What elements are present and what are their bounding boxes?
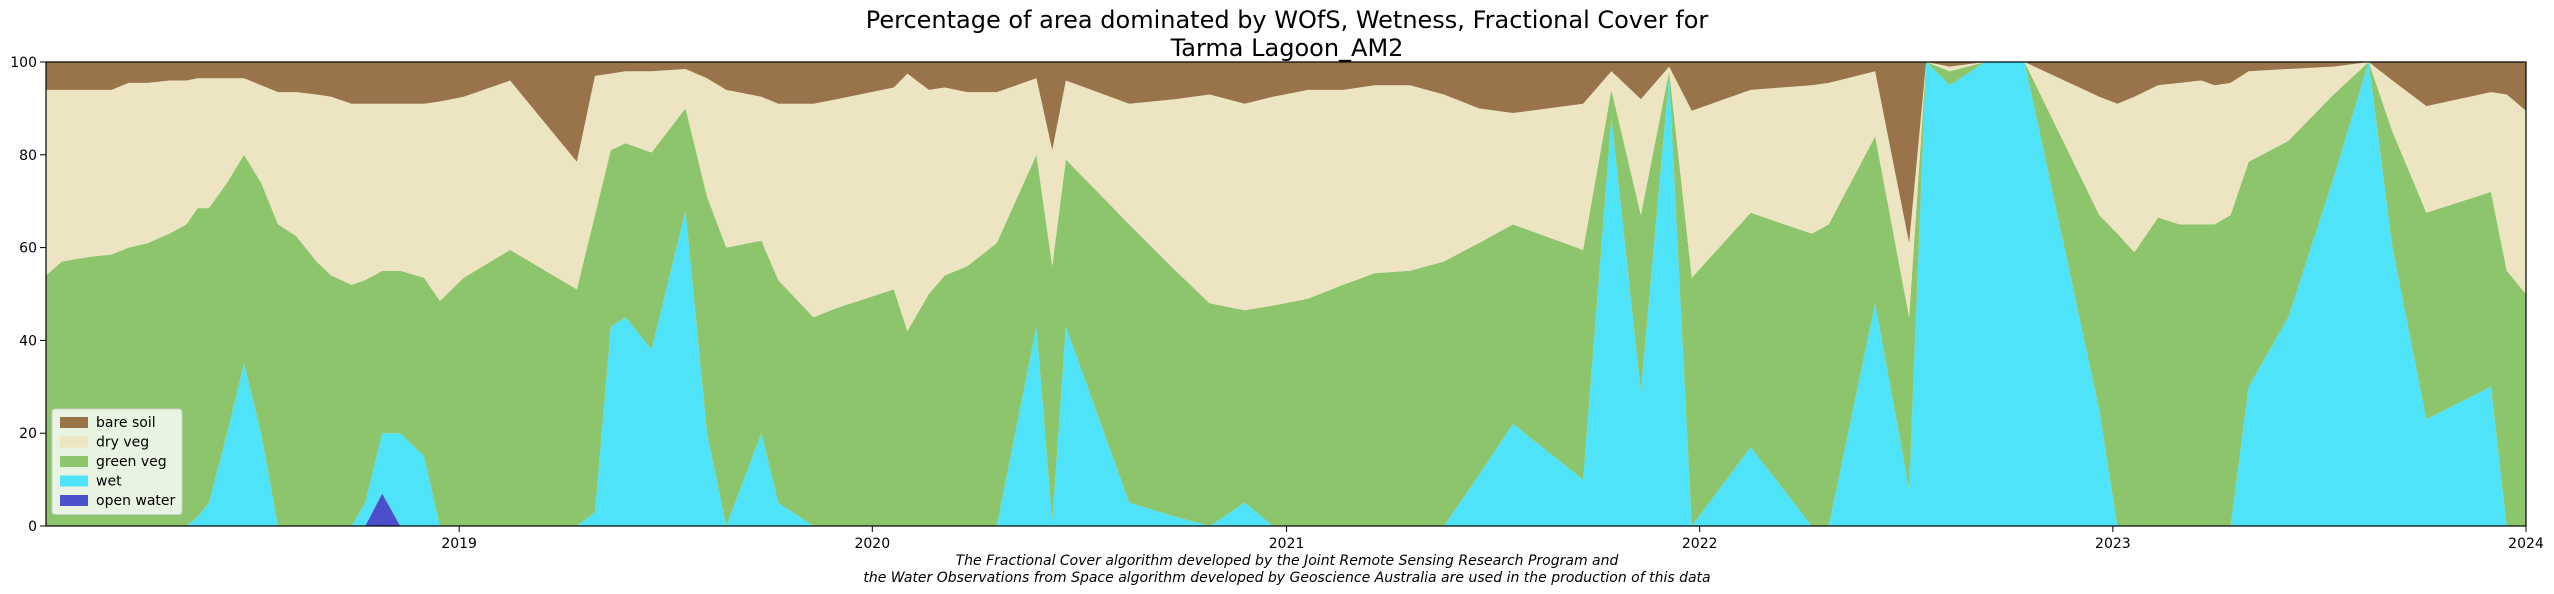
legend-swatch-open-water <box>60 495 88 506</box>
x-tick-label: 2021 <box>1269 536 1305 552</box>
area-dry-veg <box>46 62 2526 332</box>
y-tick-label: 60 <box>19 241 37 257</box>
x-axis: 2019 2020 2021 2022 2023 2024 <box>441 526 2544 552</box>
legend-label-wet: wet <box>96 474 122 490</box>
legend-label-open-water: open water <box>96 493 176 509</box>
x-tick-label: 2022 <box>1682 536 1718 552</box>
chart-title-line-1: Percentage of area dominated by WOfS, We… <box>866 6 1709 34</box>
y-tick-label: 100 <box>10 55 37 71</box>
legend-box <box>51 408 183 515</box>
footnote-line-2: the Water Observations from Space algori… <box>863 570 1710 586</box>
plot-frame <box>45 61 2527 527</box>
y-axis: 0 20 40 60 80 100 <box>10 55 46 535</box>
legend-swatch-dry-veg <box>60 436 88 448</box>
area-green-veg <box>46 62 2526 526</box>
x-tick-label: 2019 <box>441 536 477 552</box>
y-tick-label: 0 <box>28 519 37 535</box>
x-tick-label: 2024 <box>2508 536 2544 552</box>
legend-label-green-veg: green veg <box>96 454 167 470</box>
footnote-line-1: The Fractional Cover algorithm developed… <box>956 553 1619 569</box>
x-tick-label: 2023 <box>2095 536 2131 552</box>
legend-swatch-wet <box>60 475 88 487</box>
legend-swatch-bare-soil <box>60 417 88 428</box>
legend-label-dry-veg: dry veg <box>96 435 149 451</box>
legend-label-bare-soil: bare soil <box>96 415 156 431</box>
stacked-areas <box>46 62 2526 526</box>
chart-title-line-2: Tarma Lagoon_AM2 <box>1170 34 1404 62</box>
legend-swatch-green-veg <box>60 456 88 467</box>
y-tick-label: 80 <box>19 148 37 164</box>
y-tick-label: 20 <box>19 426 37 442</box>
legend: bare soil dry veg green veg wet open water <box>51 408 183 515</box>
area-wet <box>46 62 2526 526</box>
area-bare-soil <box>46 62 2526 243</box>
x-tick-label: 2020 <box>854 536 890 552</box>
y-tick-label: 40 <box>19 333 37 349</box>
